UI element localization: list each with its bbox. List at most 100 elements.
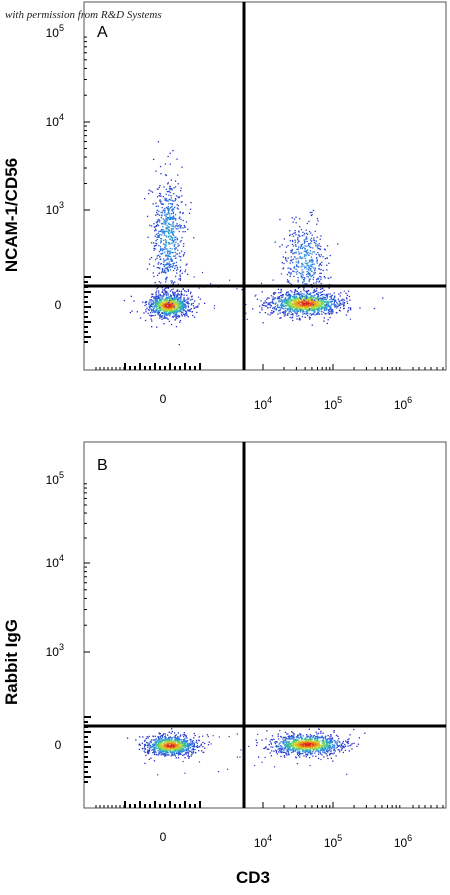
data-point bbox=[192, 305, 195, 307]
data-point bbox=[325, 298, 327, 301]
data-point bbox=[303, 298, 305, 300]
data-point bbox=[149, 224, 151, 227]
data-point bbox=[325, 738, 327, 740]
data-point bbox=[174, 226, 176, 228]
data-point bbox=[181, 166, 183, 168]
data-point bbox=[314, 298, 316, 301]
data-point bbox=[295, 738, 297, 740]
data-point bbox=[320, 245, 322, 248]
data-point bbox=[311, 306, 313, 309]
data-point bbox=[201, 271, 204, 274]
data-point bbox=[157, 743, 159, 745]
data-point bbox=[273, 292, 275, 295]
data-point bbox=[154, 245, 156, 247]
data-point bbox=[193, 742, 195, 744]
data-point bbox=[277, 735, 279, 737]
data-point bbox=[326, 750, 328, 752]
data-point bbox=[291, 313, 293, 315]
data-point bbox=[158, 290, 160, 292]
data-point bbox=[284, 741, 287, 743]
data-point bbox=[334, 744, 336, 746]
data-point bbox=[155, 751, 157, 753]
data-point bbox=[320, 300, 322, 302]
data-point bbox=[289, 749, 291, 751]
data-point bbox=[155, 742, 157, 744]
data-point bbox=[280, 304, 282, 306]
data-point bbox=[299, 756, 301, 758]
data-point bbox=[168, 297, 170, 299]
data-point bbox=[287, 298, 289, 301]
data-point bbox=[323, 748, 325, 750]
data-point bbox=[177, 746, 179, 748]
data-point bbox=[155, 747, 157, 749]
data-point bbox=[176, 739, 179, 741]
data-point bbox=[327, 745, 329, 747]
data-point bbox=[314, 303, 316, 305]
data-point bbox=[315, 253, 317, 255]
data-point bbox=[319, 248, 321, 250]
data-point bbox=[356, 745, 358, 747]
data-point bbox=[303, 738, 306, 740]
data-point bbox=[160, 743, 163, 745]
data-point bbox=[156, 741, 158, 743]
data-point bbox=[148, 735, 150, 738]
data-point bbox=[279, 735, 282, 738]
data-point bbox=[172, 754, 174, 756]
data-point bbox=[126, 737, 129, 739]
data-point bbox=[166, 743, 169, 745]
data-point bbox=[151, 191, 154, 193]
data-point bbox=[165, 291, 168, 293]
data-point bbox=[150, 305, 153, 308]
data-point bbox=[198, 740, 200, 742]
data-point bbox=[189, 738, 191, 741]
data-point bbox=[154, 314, 156, 316]
data-point bbox=[275, 749, 277, 751]
data-point bbox=[189, 747, 192, 749]
data-point bbox=[179, 270, 181, 273]
data-point bbox=[298, 317, 301, 319]
data-point bbox=[167, 266, 169, 268]
data-point bbox=[317, 736, 319, 738]
data-point bbox=[182, 231, 184, 233]
data-point bbox=[297, 737, 300, 739]
data-point bbox=[164, 746, 166, 748]
data-point bbox=[184, 231, 186, 233]
data-point bbox=[179, 744, 182, 746]
data-point bbox=[330, 297, 332, 299]
data-point bbox=[170, 323, 173, 326]
data-point bbox=[324, 277, 326, 279]
data-point bbox=[162, 315, 164, 317]
data-point bbox=[351, 743, 353, 745]
data-point bbox=[169, 238, 171, 241]
data-point bbox=[161, 318, 163, 320]
data-point bbox=[326, 749, 328, 751]
data-point bbox=[276, 746, 278, 748]
data-point bbox=[164, 755, 166, 757]
data-point bbox=[348, 750, 350, 752]
data-point bbox=[166, 308, 168, 311]
data-point bbox=[179, 274, 181, 276]
data-point bbox=[262, 302, 265, 304]
data-point bbox=[289, 302, 291, 304]
data-point bbox=[184, 743, 186, 745]
data-point bbox=[172, 210, 174, 212]
data-point bbox=[338, 293, 340, 295]
data-point bbox=[175, 303, 177, 305]
data-point bbox=[315, 746, 317, 748]
data-point bbox=[196, 742, 198, 744]
data-point bbox=[172, 294, 174, 296]
data-point bbox=[327, 303, 329, 306]
data-point bbox=[308, 757, 311, 759]
data-point bbox=[173, 748, 175, 750]
data-point bbox=[291, 259, 293, 261]
data-point bbox=[314, 737, 317, 739]
data-point bbox=[168, 232, 170, 234]
data-point bbox=[295, 216, 297, 218]
data-point bbox=[156, 220, 159, 222]
data-point bbox=[179, 304, 181, 306]
data-point bbox=[316, 740, 319, 742]
data-point bbox=[151, 320, 153, 322]
data-point bbox=[298, 751, 300, 753]
data-point bbox=[312, 209, 315, 212]
data-point bbox=[308, 299, 310, 301]
